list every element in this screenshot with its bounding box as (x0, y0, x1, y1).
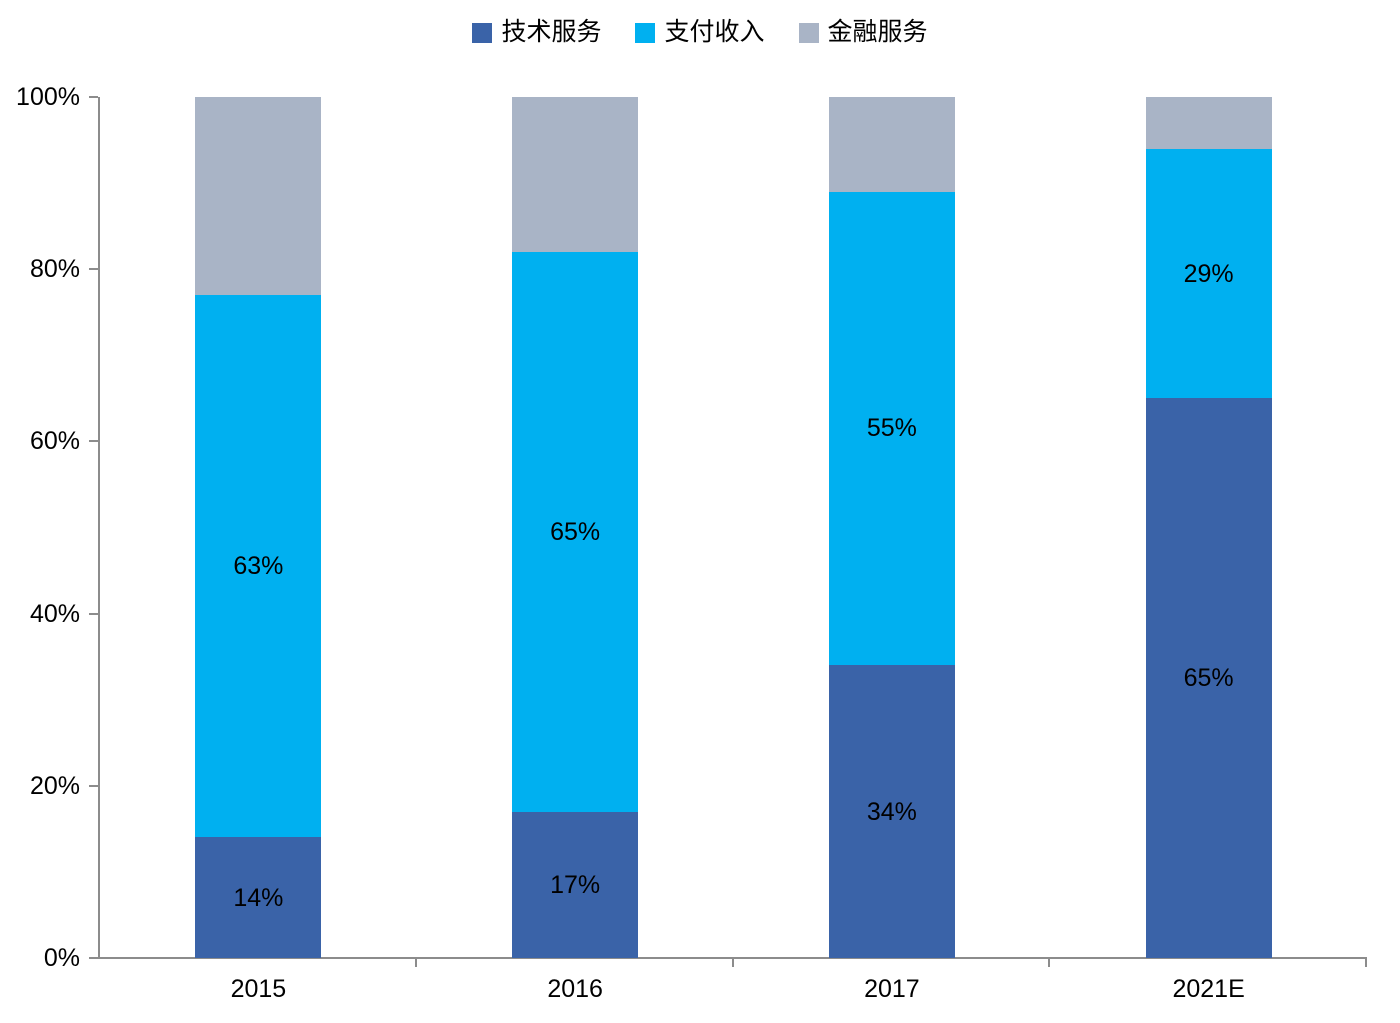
legend-swatch-icon (798, 22, 819, 43)
x-axis-category-label: 2016 (547, 975, 603, 1003)
bar-segment-value-label: 29% (1183, 259, 1234, 288)
x-axis-tick (1048, 958, 1051, 967)
bar-segment-技术服务 (195, 837, 322, 958)
y-axis-tick-label: 20% (29, 771, 80, 800)
bar-segment-支付收入 (195, 295, 322, 838)
x-axis-tick (1365, 958, 1367, 967)
legend-item-2: 支付收入 (635, 18, 765, 46)
x-axis-tick (731, 958, 734, 967)
x-axis-category-label: 2017 (864, 975, 920, 1003)
y-axis-tick (89, 268, 98, 271)
bar-segment-金融服务 (195, 97, 322, 296)
x-axis-category-label: 2015 (230, 975, 287, 1003)
y-axis-tick (89, 440, 98, 443)
bar-segment-技术服务 (828, 665, 955, 958)
bar-segment-技术服务 (512, 811, 639, 958)
y-axis-tick (89, 784, 98, 787)
bar-segment-支付收入 (512, 251, 639, 812)
bar-segment-value-label: 17% (550, 870, 601, 899)
bar-segment-金融服务 (828, 97, 955, 192)
legend-swatch-icon (635, 22, 656, 43)
y-axis-tick (89, 957, 98, 959)
legend-series-label: 技术服务 (501, 18, 602, 46)
y-axis-tick-label: 0% (43, 944, 80, 972)
legend-series-label: 支付收入 (664, 18, 765, 46)
y-axis-tick (89, 96, 98, 98)
bar-segment-技术服务 (1145, 398, 1272, 958)
bar-segment-金融服务 (1145, 97, 1272, 149)
bar-segment-value-label: 63% (233, 552, 284, 581)
y-axis-tick-label: 60% (29, 427, 80, 456)
bar-segment-支付收入 (1145, 148, 1272, 399)
legend-item-1: 技术服务 (472, 20, 601, 45)
legend-series-label: 金融服务 (827, 18, 928, 46)
bar-segment-金融服务 (512, 97, 639, 252)
bar-segment-value-label: 55% (866, 414, 917, 443)
y-axis-tick-label: 40% (29, 599, 80, 628)
y-axis-tick-label: 100% (16, 83, 80, 111)
bar-segment-value-label: 34% (866, 797, 917, 826)
bar-segment-value-label: 14% (233, 883, 284, 912)
y-axis-tick-label: 80% (29, 255, 80, 284)
bar-segment-value-label: 65% (1183, 664, 1234, 693)
y-axis-line (98, 97, 100, 959)
bar-segment-支付收入 (828, 191, 955, 666)
y-axis-tick (89, 612, 98, 615)
bar-segment-value-label: 65% (550, 517, 601, 546)
legend-swatch-icon (472, 22, 493, 43)
x-axis-category-label: 2021E (1172, 975, 1245, 1003)
x-axis-tick (414, 958, 417, 967)
legend-item-3: 金融服务 (798, 18, 928, 46)
legend: 技术服务 支付收入 金融服务 (0, 20, 1400, 45)
